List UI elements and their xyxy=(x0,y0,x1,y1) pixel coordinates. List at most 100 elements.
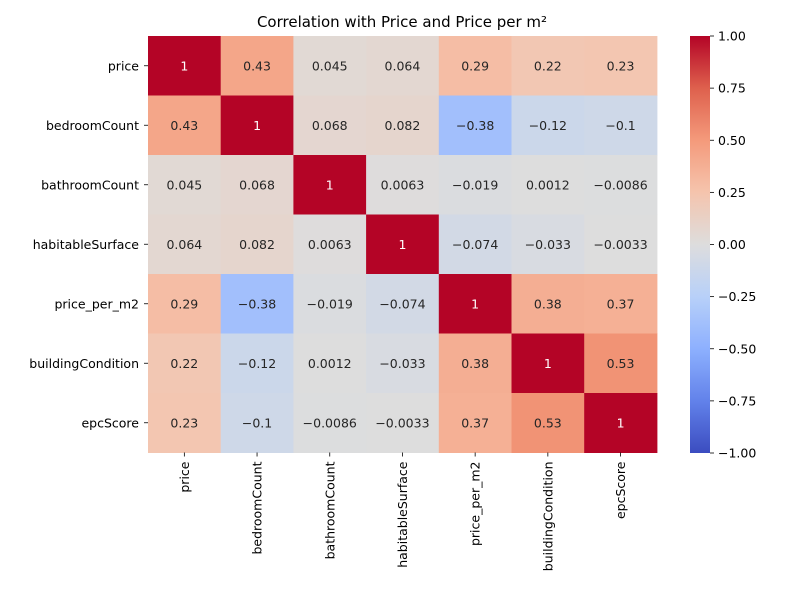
heatmap-cell xyxy=(366,274,440,334)
cell-value-label: 0.53 xyxy=(607,356,635,371)
heatmap-cell xyxy=(293,214,367,275)
cell-value-label: 0.064 xyxy=(166,237,202,252)
cell-value-label: 0.53 xyxy=(534,415,562,430)
cell-value-label: 1 xyxy=(253,118,261,133)
heatmap-cell xyxy=(220,274,294,334)
heatmap-cell xyxy=(293,274,367,334)
cell-value-label: 0.38 xyxy=(534,296,562,311)
heatmap-cell xyxy=(438,333,512,394)
cell-value-label: 0.29 xyxy=(170,296,198,311)
cell-value-label: −0.0086 xyxy=(593,177,647,192)
cell-value-label: 0.0012 xyxy=(308,356,352,371)
heatmap-cell xyxy=(366,393,440,453)
heatmap-cell xyxy=(511,155,585,215)
cell-value-label: 0.082 xyxy=(385,118,421,133)
x-tick-label: habitableSurface xyxy=(395,461,410,568)
heatmap-cell xyxy=(220,214,294,275)
cell-value-label: −0.1 xyxy=(242,415,272,430)
cell-value-label: −0.0033 xyxy=(593,237,647,252)
heatmap-cell xyxy=(511,36,585,96)
heatmap-cell xyxy=(293,155,367,215)
cell-value-label: 0.22 xyxy=(170,356,198,371)
colorbar: 1.00 0.75 0.50 0.25 0.00 −0.25 −0.50 −0.75 −1.00 xyxy=(690,29,756,461)
cell-value-label: 1 xyxy=(180,58,188,73)
cell-value-label: 0.38 xyxy=(461,356,489,371)
cell-value-label: −0.0086 xyxy=(303,415,357,430)
cell-value-label: 0.082 xyxy=(239,237,275,252)
heatmap-cell xyxy=(148,393,222,453)
cell-value-label: 0.064 xyxy=(385,58,421,73)
cell-value-label: −0.12 xyxy=(529,118,567,133)
colorbar-tick-label: 0.25 xyxy=(718,185,746,200)
y-axis-labels: price bedroomCount bathroomCount habitableS… xyxy=(29,58,148,430)
y-tick-label: buildingCondition xyxy=(29,356,139,371)
colorbar-tick-label: 0.75 xyxy=(718,81,746,96)
heatmap-cell xyxy=(293,393,367,453)
cell-value-label: 0.43 xyxy=(170,118,198,133)
heatmap-cell xyxy=(511,274,585,334)
cell-value-label: −0.1 xyxy=(605,118,635,133)
heatmap-cell xyxy=(148,95,222,156)
cell-value-label: 0.43 xyxy=(243,58,271,73)
heatmap-cell xyxy=(511,393,585,453)
x-axis-labels: price bedroomCount bathroomCount habitableS… xyxy=(177,452,628,572)
cell-value-label: 0.0063 xyxy=(308,237,352,252)
cell-value-label: 0.29 xyxy=(461,58,489,73)
cell-value-label: −0.033 xyxy=(379,356,425,371)
cell-value-label: 1 xyxy=(544,356,552,371)
heatmap-cell xyxy=(584,393,658,453)
heatmap-cell xyxy=(438,214,512,275)
heatmap-cell xyxy=(584,274,658,334)
colorbar-tick-label: 0.50 xyxy=(718,133,746,148)
colorbar-tick-label: −0.50 xyxy=(718,341,756,356)
cell-value-label: 1 xyxy=(398,237,406,252)
cell-value-label: 0.045 xyxy=(166,177,202,192)
heatmap-cell xyxy=(511,214,585,275)
heatmap-cell xyxy=(511,333,585,394)
heatmap-cell xyxy=(438,155,512,215)
heatmap-cell xyxy=(148,155,222,215)
colorbar-tick-label: −0.25 xyxy=(718,289,756,304)
y-tick-label: bedroomCount xyxy=(46,118,139,133)
cell-value-label: −0.074 xyxy=(379,296,425,311)
x-tick-label: price_per_m2 xyxy=(468,462,483,547)
cell-value-label: 0.068 xyxy=(312,118,348,133)
heatmap-cell xyxy=(366,36,440,96)
cell-value-label: 1 xyxy=(326,177,334,192)
heatmap-cell xyxy=(366,155,440,215)
heatmap-cell xyxy=(511,95,585,156)
colorbar-tick-label: −0.75 xyxy=(718,393,756,408)
x-tick-label: price xyxy=(177,461,192,492)
cell-value-label: −0.38 xyxy=(238,296,276,311)
cell-value-label: −0.074 xyxy=(452,237,498,252)
cell-value-label: 0.37 xyxy=(461,415,489,430)
cell-value-label: 0.37 xyxy=(607,296,635,311)
heatmap-cell xyxy=(584,333,658,394)
colorbar-gradient xyxy=(690,36,710,453)
cell-value-label: −0.38 xyxy=(456,118,494,133)
heatmap-cell xyxy=(220,333,294,394)
cell-value-label: 1 xyxy=(617,415,625,430)
heatmap-cell xyxy=(366,333,440,394)
heatmap-cell xyxy=(584,214,658,275)
y-tick-label: epcScore xyxy=(81,415,139,430)
x-tick-label: epcScore xyxy=(613,461,628,519)
y-tick-label: price xyxy=(108,58,139,73)
heatmap-cell xyxy=(584,36,658,96)
heatmap-cell xyxy=(148,333,222,394)
cell-value-label: −0.019 xyxy=(307,296,353,311)
y-tick-label: habitableSurface xyxy=(33,237,140,252)
heatmap-cell xyxy=(220,393,294,453)
heatmap-cell xyxy=(220,95,294,156)
cell-value-label: −0.019 xyxy=(452,177,498,192)
heatmap-cell xyxy=(220,155,294,215)
heatmap-cell xyxy=(148,274,222,334)
heatmap-cell xyxy=(438,393,512,453)
x-tick-label: buildingCondition xyxy=(540,462,555,572)
heatmap-cell xyxy=(438,95,512,156)
heatmap-cell xyxy=(148,36,222,96)
heatmap-cell xyxy=(366,95,440,156)
cell-value-label: −0.12 xyxy=(238,356,276,371)
x-tick-label: bedroomCount xyxy=(250,461,265,554)
